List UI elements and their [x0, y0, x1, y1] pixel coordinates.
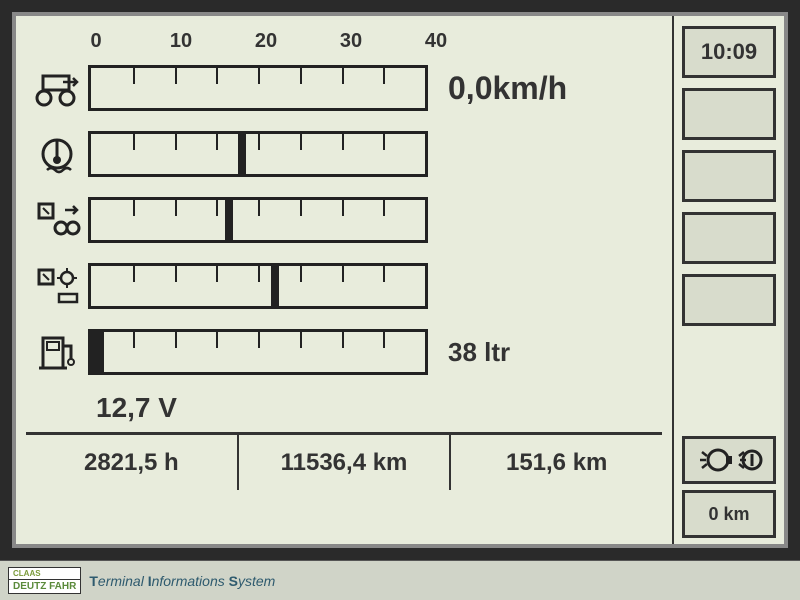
side-button-1[interactable]: [682, 88, 776, 140]
speed-value: 0,0km/h: [428, 70, 662, 107]
fuel-pump-icon: [26, 326, 88, 378]
scale-tick-0: 0: [90, 30, 101, 53]
footer-bar: CLAAS DEUTZ FAHR Terminal Informations S…: [0, 560, 800, 600]
voltage-value: 12,7 V: [26, 392, 662, 424]
deutz-logo: DEUTZ FAHR: [8, 580, 81, 594]
side-button-4[interactable]: [682, 274, 776, 326]
brand-logos: CLAAS DEUTZ FAHR: [8, 567, 81, 594]
gauge-row-speed: 0,0km/h: [26, 58, 662, 118]
total-km-cell: 11536,4 km: [239, 435, 452, 490]
trip-reset-button[interactable]: 0 km: [682, 490, 776, 538]
hours-cell: 2821,5 h: [26, 435, 239, 490]
work-light-button[interactable]: [682, 436, 776, 484]
speed-bar: [88, 65, 428, 111]
fuel-value: 38 ltr: [428, 337, 662, 368]
scale-tick-40: 40: [425, 30, 447, 53]
side-button-2[interactable]: [682, 150, 776, 202]
side-button-3[interactable]: [682, 212, 776, 264]
scale-tick-20: 20: [255, 30, 277, 53]
trans-oil-bar: [88, 197, 428, 243]
hyd-oil-bar: [88, 263, 428, 309]
side-panel: 10:09 0 km: [674, 16, 784, 544]
gauge-row-trans-oil: [26, 190, 662, 250]
gauge-row-hyd-oil: [26, 256, 662, 316]
scale-tick-30: 30: [340, 30, 362, 53]
coolant-temp-icon: [26, 128, 88, 180]
clock-display: 10:09: [682, 26, 776, 78]
gauge-row-fuel: 38 ltr: [26, 322, 662, 382]
screen-frame: 0 10 20 30 40: [0, 0, 800, 560]
tractor-speed-icon: [26, 62, 88, 114]
bottom-row: 2821,5 h 11536,4 km 151,6 km: [26, 432, 662, 490]
main-panel: 0 10 20 30 40: [16, 16, 674, 544]
lcd-display: 0 10 20 30 40: [12, 12, 788, 548]
scale-row: 0 10 20 30 40: [26, 26, 662, 54]
footer-text: Terminal Informations System: [89, 573, 275, 589]
hyd-oil-temp-icon: [26, 260, 88, 312]
gauge-row-temp: [26, 124, 662, 184]
temp-bar: [88, 131, 428, 177]
claas-logo: CLAAS: [8, 567, 81, 580]
fuel-bar: [88, 329, 428, 375]
scale-labels: 0 10 20 30 40: [96, 34, 436, 54]
trans-oil-temp-icon: [26, 194, 88, 246]
trip-km-cell: 151,6 km: [451, 435, 662, 490]
scale-tick-10: 10: [170, 30, 192, 53]
